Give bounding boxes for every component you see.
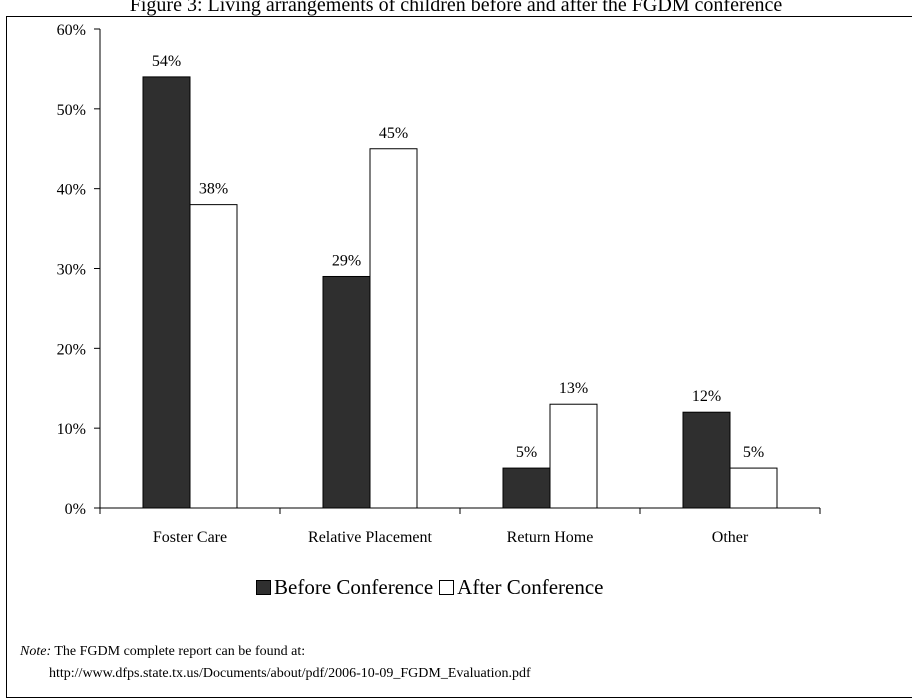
figure-title: Figure 3: Living arrangements of childre… — [129, 0, 783, 16]
y-tick-label: 10% — [57, 421, 86, 438]
bar-after — [189, 204, 238, 509]
bar-after — [549, 403, 598, 509]
x-category-label: Return Home — [507, 529, 594, 546]
legend-swatch-after — [439, 580, 455, 595]
legend-swatch-before — [256, 580, 271, 595]
data-label: 13% — [559, 380, 588, 397]
chart-frame — [6, 16, 912, 698]
y-tick-label: 60% — [57, 22, 86, 39]
x-category-label: Other — [712, 529, 749, 546]
y-tick-label: 50% — [57, 102, 86, 119]
bar-after — [729, 467, 778, 509]
footnote: Note: The FGDM complete report can be fo… — [20, 641, 531, 685]
y-tick-label: 30% — [57, 262, 86, 279]
legend-item-after: After Conference — [439, 575, 604, 600]
bar-before — [502, 467, 551, 509]
note-url: http://www.dfps.state.tx.us/Documents/ab… — [49, 666, 531, 681]
data-label: 5% — [516, 444, 537, 461]
bar-before — [682, 411, 731, 509]
data-label: 54% — [152, 53, 181, 70]
y-tick-label: 40% — [57, 182, 86, 199]
legend-item-before: Before Conference — [256, 575, 433, 600]
data-label: 38% — [199, 181, 228, 198]
data-label: 12% — [692, 388, 721, 405]
bar-after — [369, 148, 418, 509]
x-category-label: Relative Placement — [308, 529, 433, 546]
y-tick-label: 20% — [57, 341, 86, 358]
legend-label-after: After Conference — [457, 575, 604, 599]
data-label: 45% — [379, 125, 408, 142]
bar-chart: 0% 10% 20% 30% 40% 50% 60% Foster Care 54% 38% Rel… — [57, 22, 821, 546]
x-category-label: Foster Care — [153, 529, 227, 546]
data-label: 5% — [743, 444, 764, 461]
note-label: Note: — [20, 644, 52, 659]
legend-label-before: Before Conference — [274, 575, 434, 599]
y-tick-label: 0% — [65, 501, 86, 518]
bar-before — [322, 275, 371, 509]
data-label: 29% — [332, 252, 361, 269]
bar-before — [142, 76, 191, 509]
chart-legend: Before Conference After Conference — [256, 575, 610, 600]
note-text: The FGDM complete report can be found at… — [54, 644, 306, 659]
